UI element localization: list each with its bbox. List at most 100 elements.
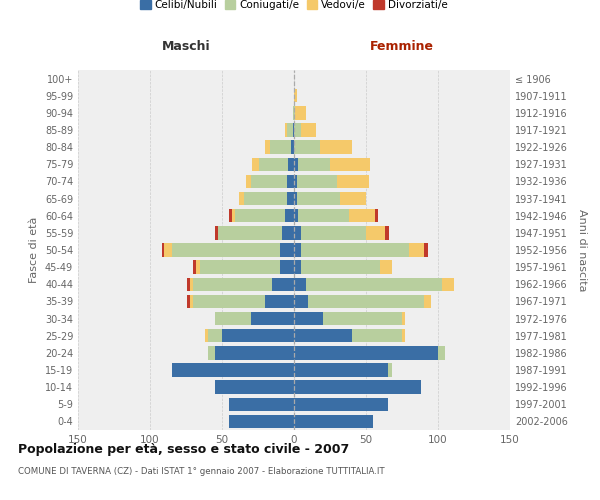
Bar	[305, 278, 442, 291]
Bar	[287, 124, 293, 136]
Bar	[259, 158, 288, 171]
Bar	[294, 364, 388, 376]
Text: Maschi: Maschi	[161, 40, 211, 52]
Bar	[172, 244, 280, 256]
Bar	[385, 226, 389, 239]
Bar	[301, 244, 409, 256]
Bar	[297, 192, 340, 205]
Bar	[294, 312, 323, 326]
Bar	[337, 174, 369, 188]
Bar	[272, 278, 294, 291]
Bar	[251, 312, 294, 326]
Bar	[294, 260, 301, 274]
Text: Popolazione per età, sesso e stato civile - 2007: Popolazione per età, sesso e stato civil…	[18, 442, 349, 456]
Bar	[244, 192, 287, 205]
Bar	[215, 312, 251, 326]
Bar	[294, 226, 301, 239]
Bar	[388, 364, 392, 376]
Bar	[208, 346, 215, 360]
Bar	[265, 140, 269, 154]
Bar	[402, 329, 405, 342]
Bar	[366, 226, 385, 239]
Bar	[196, 260, 200, 274]
Bar	[294, 329, 352, 342]
Bar	[294, 174, 297, 188]
Bar	[229, 209, 232, 222]
Bar	[294, 414, 373, 428]
Bar	[187, 278, 190, 291]
Bar	[424, 244, 428, 256]
Bar	[301, 226, 366, 239]
Bar	[218, 226, 283, 239]
Bar	[298, 158, 330, 171]
Bar	[308, 294, 424, 308]
Bar	[294, 244, 301, 256]
Bar	[374, 209, 377, 222]
Bar	[222, 329, 294, 342]
Bar	[298, 209, 349, 222]
Bar	[438, 346, 445, 360]
Bar	[286, 124, 287, 136]
Bar	[291, 140, 294, 154]
Bar	[320, 140, 352, 154]
Bar	[340, 192, 366, 205]
Bar	[190, 294, 193, 308]
Bar	[232, 209, 235, 222]
Bar	[280, 260, 294, 274]
Bar	[330, 158, 370, 171]
Bar	[323, 312, 402, 326]
Bar	[286, 209, 294, 222]
Bar	[190, 278, 193, 291]
Y-axis label: Anni di nascita: Anni di nascita	[577, 209, 587, 291]
Bar	[208, 329, 222, 342]
Bar	[193, 294, 265, 308]
Bar	[352, 329, 402, 342]
Bar	[424, 294, 431, 308]
Bar	[265, 294, 294, 308]
Bar	[294, 124, 301, 136]
Bar	[294, 89, 297, 102]
Bar	[229, 398, 294, 411]
Bar	[294, 158, 298, 171]
Bar	[294, 294, 308, 308]
Bar	[380, 260, 392, 274]
Bar	[269, 140, 291, 154]
Bar	[409, 244, 424, 256]
Bar	[172, 364, 294, 376]
Bar	[161, 244, 164, 256]
Bar	[293, 106, 294, 120]
Bar	[239, 192, 244, 205]
Bar	[247, 174, 251, 188]
Bar	[294, 380, 421, 394]
Bar	[252, 158, 259, 171]
Bar	[294, 278, 305, 291]
Bar	[293, 124, 294, 136]
Bar	[301, 260, 380, 274]
Bar	[205, 329, 208, 342]
Y-axis label: Fasce di età: Fasce di età	[29, 217, 39, 283]
Bar	[164, 244, 172, 256]
Bar	[294, 106, 295, 120]
Bar	[187, 294, 190, 308]
Bar	[193, 260, 196, 274]
Bar	[193, 278, 272, 291]
Bar	[251, 174, 287, 188]
Bar	[229, 414, 294, 428]
Bar	[301, 124, 316, 136]
Bar	[294, 140, 320, 154]
Bar	[294, 209, 298, 222]
Bar	[215, 226, 218, 239]
Bar	[283, 226, 294, 239]
Bar	[280, 244, 294, 256]
Legend: Celibi/Nubili, Coniugati/e, Vedovi/e, Divorziati/e: Celibi/Nubili, Coniugati/e, Vedovi/e, Di…	[136, 0, 452, 14]
Bar	[295, 106, 305, 120]
Bar	[297, 174, 337, 188]
Bar	[294, 192, 297, 205]
Bar	[402, 312, 405, 326]
Bar	[287, 192, 294, 205]
Bar	[215, 380, 294, 394]
Bar	[294, 398, 388, 411]
Text: COMUNE DI TAVERNA (CZ) - Dati ISTAT 1° gennaio 2007 - Elaborazione TUTTITALIA.IT: COMUNE DI TAVERNA (CZ) - Dati ISTAT 1° g…	[18, 468, 385, 476]
Bar	[200, 260, 280, 274]
Bar	[288, 158, 294, 171]
